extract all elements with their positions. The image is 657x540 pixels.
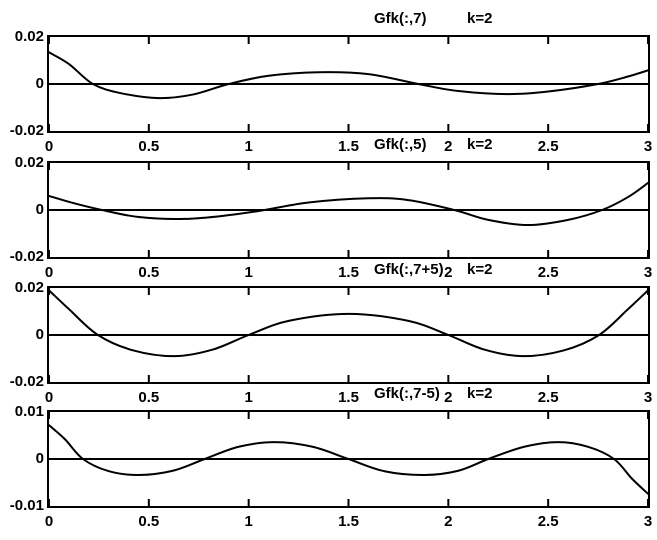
- y-tick-label: 0: [35, 450, 44, 467]
- subplot-title: Gfk(:,5): [374, 136, 427, 153]
- y-tick-label: 0: [35, 201, 44, 218]
- x-tick-label: 1.5: [338, 513, 359, 530]
- curve-Gfk(:,7-5): [48, 424, 649, 495]
- curve-Gfk(:,5): [48, 181, 649, 227]
- x-tick-label: 0: [44, 389, 54, 406]
- x-tick-label: 3: [643, 513, 653, 530]
- x-tick-label: 1.5: [338, 389, 359, 406]
- x-tick-label: 1: [244, 264, 253, 281]
- y-tick-label: 0.01: [14, 403, 44, 420]
- x-tick-label: 2: [444, 264, 453, 281]
- x-tick-label: 0.5: [138, 264, 160, 281]
- x-tick-label: 2.5: [537, 513, 559, 530]
- x-tick-label: 0.5: [138, 389, 160, 406]
- x-tick-label: 2: [444, 138, 453, 155]
- y-tick-label: 0: [35, 75, 44, 92]
- x-tick-label: 3: [643, 389, 653, 406]
- x-tick-label: 2.5: [537, 138, 559, 155]
- x-tick-label: 1: [244, 389, 253, 406]
- axes-frame: [47, 35, 650, 133]
- x-tick-label: 3: [643, 264, 653, 281]
- x-tick-label: 1: [244, 138, 253, 155]
- x-tick-label: 0: [44, 264, 54, 281]
- curve-Gfk(:,7): [48, 51, 649, 100]
- subplot-annotation: k=2: [467, 10, 493, 27]
- x-tick-label: 2: [444, 513, 453, 530]
- axes-box: [47, 410, 650, 508]
- axes-box: [47, 161, 650, 259]
- axes-frame: [47, 161, 650, 259]
- y-tick-label: -0.02: [9, 373, 44, 390]
- subplot-annotation: k=2: [467, 261, 493, 278]
- axes-box: [47, 35, 650, 133]
- x-tick-label: 0.5: [138, 513, 160, 530]
- y-tick-label: -0.02: [9, 248, 44, 265]
- y-tick-label: -0.02: [9, 122, 44, 139]
- subplot-title: Gfk(:,7+5): [374, 261, 444, 278]
- x-tick-label: 3: [643, 138, 653, 155]
- x-tick-label: 0.5: [138, 138, 160, 155]
- subplot-title: Gfk(:,7-5): [374, 385, 440, 402]
- y-tick-label: 0.02: [14, 154, 44, 171]
- axes-frame: [47, 286, 650, 384]
- x-tick-label: 0: [44, 138, 54, 155]
- x-tick-label: 1: [244, 513, 253, 530]
- x-tick-label: 0: [44, 513, 54, 530]
- x-tick-label: 1.5: [338, 138, 359, 155]
- y-tick-label: 0: [35, 326, 44, 343]
- axes-frame: [47, 410, 650, 508]
- curve-Gfk(:,7+5): [48, 289, 649, 358]
- subplot-annotation: k=2: [467, 385, 493, 402]
- x-tick-label: 2: [444, 389, 453, 406]
- y-tick-label: 0.02: [14, 279, 44, 296]
- x-tick-label: 1.5: [338, 264, 359, 281]
- y-tick-label: -0.01: [9, 497, 44, 514]
- x-tick-label: 2.5: [537, 264, 559, 281]
- y-tick-label: 0.02: [14, 28, 44, 45]
- x-tick-label: 2.5: [537, 389, 559, 406]
- axes-box: [47, 286, 650, 384]
- subplot-title: Gfk(:,7): [374, 10, 427, 27]
- subplot-annotation: k=2: [467, 136, 493, 153]
